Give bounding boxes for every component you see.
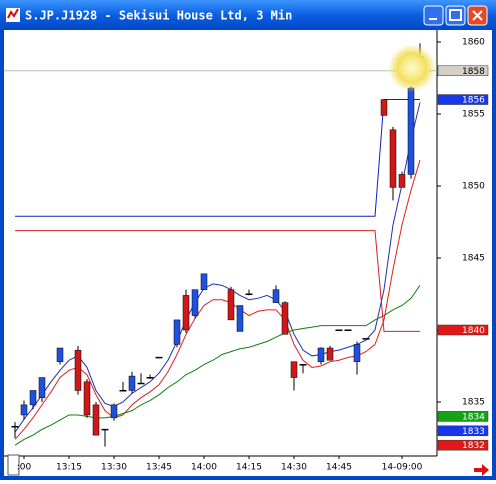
y-tick-label: 1835 <box>462 398 485 408</box>
price-tag-label: 1856 <box>462 96 485 106</box>
candle-body <box>182 295 190 331</box>
price-tag <box>437 425 489 437</box>
x-tick-label: 13:15 <box>56 463 82 473</box>
y-tick-label: 1860 <box>462 37 485 47</box>
candle-body <box>245 293 253 295</box>
candle-body <box>191 289 199 316</box>
price-tag-label: 1840 <box>462 326 485 336</box>
candle-body <box>398 174 406 188</box>
x-tick-label: 14:45 <box>326 463 352 473</box>
price-tag <box>437 411 489 422</box>
candle-body <box>128 375 136 391</box>
window-title: S.JP.J1928 - Sekisui House Ltd, 3 Min <box>25 9 292 23</box>
candle-body <box>173 319 181 345</box>
candle-body <box>200 273 208 290</box>
candle-body <box>56 347 64 362</box>
price-tag <box>437 94 489 105</box>
price-tag <box>437 439 489 451</box>
candle-body <box>110 404 118 419</box>
candle-body <box>389 129 397 188</box>
candle-body <box>92 404 100 436</box>
y-tick-label: 1855 <box>462 109 485 119</box>
candle-body <box>272 289 280 303</box>
maximize-button[interactable] <box>445 5 466 26</box>
highlight-glow <box>388 44 436 92</box>
candle-body <box>146 377 154 379</box>
x-tick-label: 14:15 <box>236 463 262 473</box>
app-icon <box>6 8 20 22</box>
candle-body <box>281 302 289 335</box>
candle-body <box>38 377 46 398</box>
price-tag-label: 1834 <box>462 412 485 422</box>
candle-body <box>326 347 334 361</box>
candle-body <box>227 289 235 321</box>
y-tick-label: 1850 <box>462 181 485 191</box>
candle-body <box>137 382 145 385</box>
candle-body <box>362 338 370 340</box>
candle-body <box>299 364 307 366</box>
candle-body <box>290 361 298 378</box>
price-tag-label: 1832 <box>462 441 485 451</box>
x-tick-label: 14:00 <box>191 463 217 473</box>
candle-body <box>20 404 28 416</box>
candle-body <box>344 329 352 331</box>
price-tag <box>437 324 489 336</box>
candle-body <box>155 356 163 359</box>
candle-body <box>11 425 19 428</box>
x-tick-label: 14-09:00 <box>382 463 423 473</box>
indicator-line <box>15 99 420 217</box>
indicator-line <box>14 285 421 446</box>
indicator-line <box>14 102 421 433</box>
x-tick-label: 13:30 <box>101 463 127 473</box>
close-button[interactable] <box>467 5 488 26</box>
price-tag-label: 1858 <box>462 67 485 77</box>
candle-body <box>353 344 361 362</box>
chart-area <box>4 30 492 476</box>
candle-body <box>335 329 343 331</box>
x-tick-label: 13:45 <box>146 463 172 473</box>
candle-body <box>236 305 244 332</box>
indicator-line <box>14 159 421 440</box>
candle-body <box>407 87 415 175</box>
indicator-line <box>15 230 420 332</box>
minimize-button[interactable] <box>423 5 444 26</box>
x-tick-label: :00 <box>17 463 32 473</box>
price-tag <box>437 65 489 77</box>
price-tag-label: 1833 <box>462 427 485 437</box>
title-bar <box>0 0 496 30</box>
scroll-box[interactable] <box>7 454 20 476</box>
candle-body <box>317 347 325 362</box>
candle-body <box>74 349 82 391</box>
candle-body <box>119 389 127 392</box>
scroll-arrow[interactable] <box>474 464 489 476</box>
candle-body <box>83 381 91 416</box>
x-tick-label: 14:30 <box>281 463 307 473</box>
candle-body <box>380 99 388 116</box>
candle-body <box>101 428 109 431</box>
y-tick-label: 1845 <box>462 253 485 263</box>
candle-body <box>29 390 37 406</box>
